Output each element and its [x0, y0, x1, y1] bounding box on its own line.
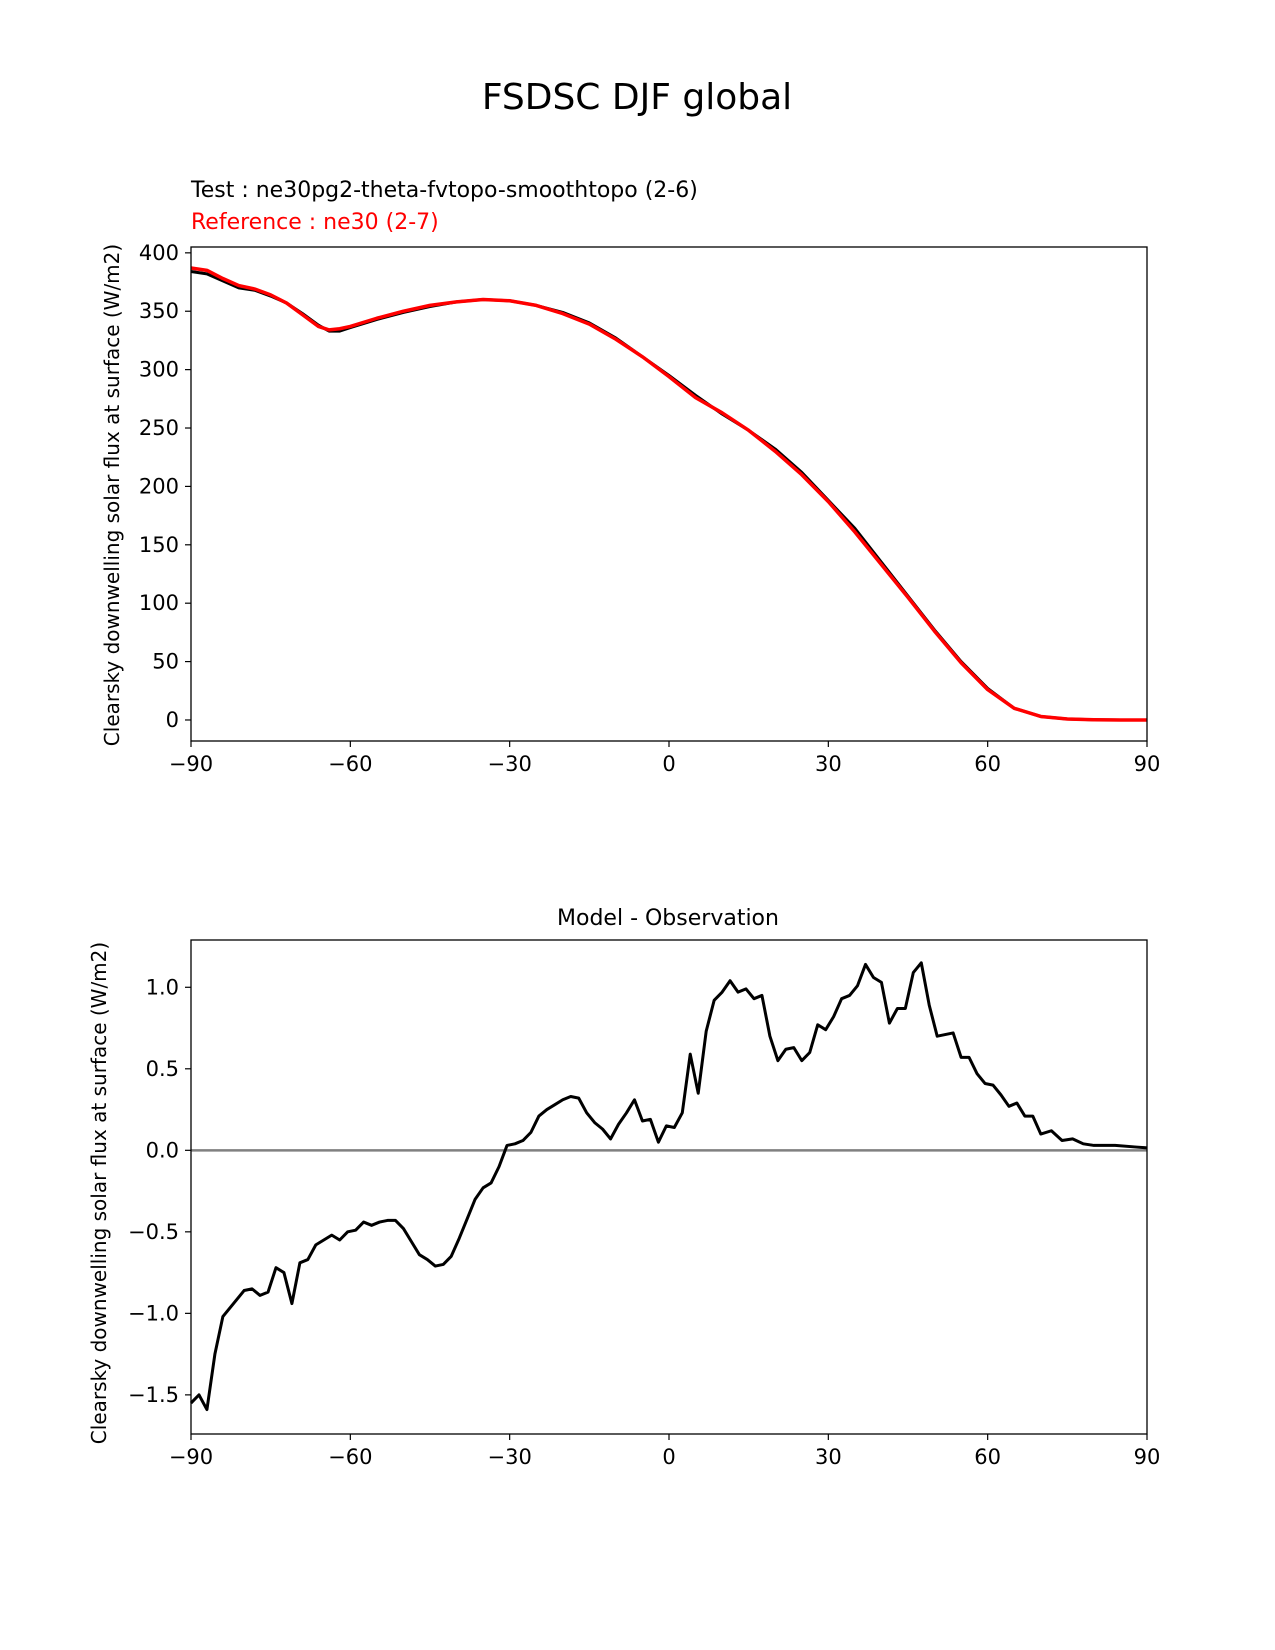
top-series-line-test: [190, 270, 1147, 722]
bottom-x-tick-label: −30: [488, 1445, 532, 1469]
bottom-x-tick-label: 60: [974, 1445, 1001, 1469]
legend-reference-label: Reference : ne30 (2-7): [191, 210, 439, 235]
bottom-y-tick-label: −1.0: [128, 1301, 179, 1325]
bottom-x-tick-label: 0: [662, 1445, 675, 1469]
top-x-tick-label: 0: [662, 752, 675, 776]
top-x-tick-label: 30: [815, 752, 842, 776]
bottom-y-tick-label: 0.0: [146, 1138, 179, 1162]
figure-title: FSDSC DJF global: [482, 77, 792, 118]
top-y-tick-label: 50: [152, 650, 179, 674]
legend-test-label: Test : ne30pg2-theta-fvtopo-smoothtopo (…: [190, 178, 698, 203]
top-y-tick-label: 350: [139, 299, 179, 323]
top-x-tick-label: −60: [328, 752, 372, 776]
bottom-y-tick-label: 1.0: [146, 975, 179, 999]
top-y-tick-label: 300: [139, 358, 179, 382]
top-x-tick-label: 90: [1134, 752, 1161, 776]
top-plot-area: −90 −60 −30 0 30 60 90 0 50 100 150 200 250 300 350 400: [139, 241, 1160, 776]
bottom-y-tick-label: 0.5: [146, 1057, 179, 1081]
bottom-axes-frame: [190, 939, 1148, 1435]
top-y-tick-label: 250: [139, 416, 179, 440]
top-x-tick-label: −90: [169, 752, 213, 776]
bottom-y-axis-label: Clearsky downwelling solar flux at surfa…: [87, 942, 111, 1444]
bottom-panel-title: Model - Observation: [557, 906, 779, 931]
bottom-x-tick-label: −90: [169, 1445, 213, 1469]
bottom-x-tick-label: 30: [815, 1445, 842, 1469]
top-y-tick-label: 150: [139, 533, 179, 557]
top-y-tick-label: 100: [139, 591, 179, 615]
bottom-series-line-diff: [189, 961, 1148, 1412]
top-x-tick-label: 60: [974, 752, 1001, 776]
top-y-tick-label: 0: [166, 708, 179, 732]
bottom-plot-area: −90 −60 −30 0 30 60 90 −1.5 −1.0 −0.5 0.0 0.5 1.0: [128, 939, 1161, 1469]
top-y-tick-label: 400: [139, 241, 179, 265]
top-y-tick-label: 200: [139, 474, 179, 498]
top-x-tick-label: −30: [488, 752, 532, 776]
top-axes-frame: [190, 246, 1148, 742]
top-panel: Test : ne30pg2-theta-fvtopo-smoothtopo (…: [100, 178, 1160, 776]
bottom-x-tick-label: −60: [328, 1445, 372, 1469]
bottom-panel: Model - Observation Clearsky downwelling…: [87, 906, 1160, 1469]
top-series-line-reference: [190, 266, 1147, 722]
bottom-x-tick-label: 90: [1134, 1445, 1161, 1469]
top-y-axis-label: Clearsky downwelling solar flux at surfa…: [100, 244, 124, 746]
bottom-y-tick-label: −0.5: [128, 1220, 179, 1244]
bottom-y-tick-label: −1.5: [128, 1383, 179, 1407]
